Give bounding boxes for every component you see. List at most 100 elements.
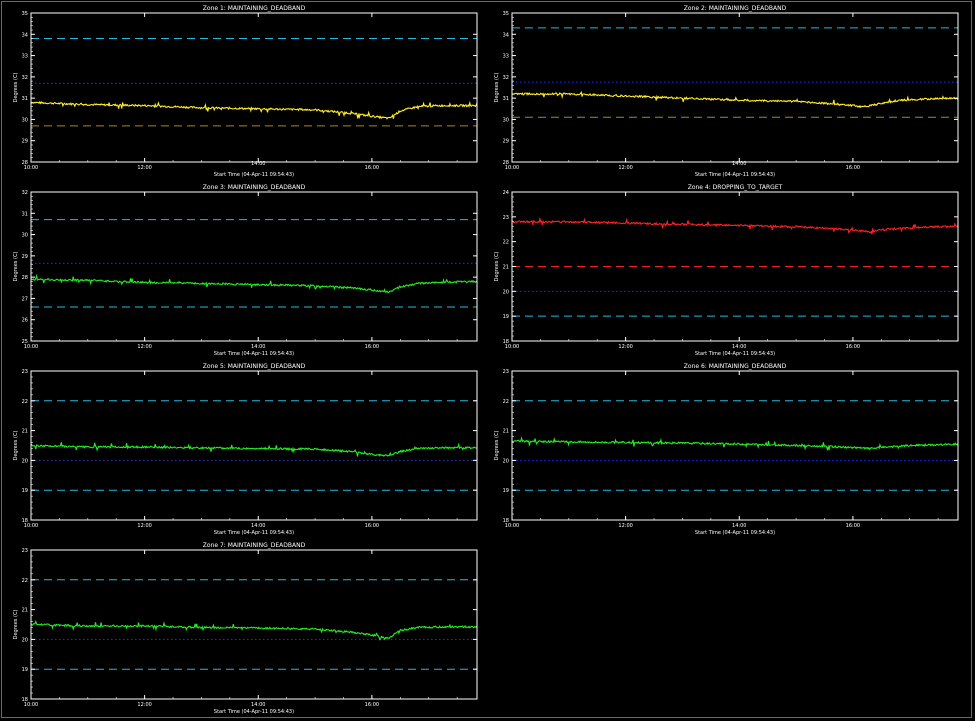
y-tick-label: 18 — [503, 339, 509, 345]
y-tick-label: 21 — [22, 608, 28, 614]
chart-title: Zone 5: MAINTAINING_DEADBAND — [203, 363, 306, 370]
y-tick-label: 22 — [22, 399, 28, 405]
y-tick-label: 25 — [22, 339, 28, 345]
x-tick-label: 14:00 — [251, 523, 265, 529]
series-line-1 — [31, 273, 477, 293]
y-tick-label: 21 — [503, 429, 509, 435]
x-tick-label: 12:00 — [137, 523, 151, 529]
y-tick-label: 29 — [22, 254, 28, 260]
y-tick-label: 31 — [22, 96, 28, 102]
y-tick-label: 35 — [22, 11, 28, 17]
y-tick-label: 23 — [22, 548, 28, 554]
y-tick-label: 27 — [22, 296, 28, 302]
x-tick-label: 10:00 — [505, 523, 519, 529]
axes-frame — [511, 12, 959, 163]
x-axis-title: Start Time (04-Apr-11 09:54:43) — [695, 172, 775, 178]
x-tick-label: 14:00 — [732, 344, 746, 350]
series-line-1 — [512, 217, 958, 235]
y-tick-label: 19 — [22, 667, 28, 673]
x-axis-title: Start Time (04-Apr-11 09:54:43) — [695, 351, 775, 357]
axes-frame — [511, 370, 959, 521]
x-tick-label: 10:00 — [24, 702, 38, 708]
axes-frame — [30, 370, 478, 521]
chart-zone-5: Zone 5: MAINTAINING_DEADBAND 18 19 20 21 22 23… — [13, 363, 478, 536]
chart-title: Zone 3: MAINTAINING_DEADBAND — [203, 184, 306, 191]
y-tick-label: 22 — [503, 399, 509, 405]
x-axis-title: Start Time (04-Apr-11 09:54:43) — [214, 351, 294, 357]
x-tick-label: 10:00 — [24, 344, 38, 350]
x-tick-label: 14:00 — [251, 161, 265, 167]
y-axis-title: Degrees (C) — [13, 73, 19, 103]
x-tick-label: 10:00 — [24, 165, 38, 171]
chart-title: Zone 7: MAINTAINING_DEADBAND — [203, 542, 306, 549]
y-tick-label: 34 — [503, 32, 509, 38]
x-tick-label: 16:00 — [846, 344, 860, 350]
chart-zone-6: Zone 6: MAINTAINING_DEADBAND 18 19 20 21 22 23… — [494, 363, 959, 536]
series-line-1 — [31, 100, 477, 120]
x-tick-label: 14:00 — [251, 702, 265, 708]
x-tick-label: 16:00 — [365, 702, 379, 708]
series-line-1 — [512, 90, 958, 109]
y-tick-label: 33 — [22, 54, 28, 60]
x-tick-label: 14:00 — [732, 523, 746, 529]
axes-frame — [30, 12, 478, 163]
y-tick-label: 18 — [22, 518, 28, 524]
x-tick-label: 16:00 — [365, 344, 379, 350]
y-axis-title: Degrees (C) — [494, 252, 500, 282]
x-tick-label: 16:00 — [846, 165, 860, 171]
x-tick-label: 12:00 — [618, 165, 632, 171]
x-axis-title: Start Time (04-Apr-11 09:54:43) — [695, 530, 775, 536]
y-tick-label: 23 — [22, 369, 28, 375]
x-axis-title: Start Time (04-Apr-11 09:54:43) — [214, 530, 294, 536]
chart-zone-3: Zone 3: MAINTAINING_DEADBAND 25 26 27 28 29 30… — [13, 184, 478, 357]
y-axis-title: Degrees (C) — [13, 431, 19, 461]
x-tick-label: 16:00 — [846, 523, 860, 529]
y-tick-label: 28 — [22, 275, 28, 281]
y-tick-label: 23 — [503, 369, 509, 375]
y-tick-label: 29 — [22, 139, 28, 145]
y-tick-label: 28 — [22, 160, 28, 166]
series-line-1 — [31, 619, 477, 641]
y-tick-label: 30 — [503, 117, 509, 123]
chart-title: Zone 4: DROPPING_TO_TARGET — [688, 184, 783, 191]
y-tick-label: 34 — [22, 32, 28, 38]
x-tick-label: 12:00 — [618, 344, 632, 350]
y-tick-label: 32 — [22, 190, 28, 196]
y-tick-label: 26 — [22, 318, 28, 324]
chart-zone-4: Zone 4: DROPPING_TO_TARGET 18 19 20 21 22 23 24… — [494, 184, 959, 357]
y-tick-label: 21 — [22, 429, 28, 435]
y-tick-label: 19 — [503, 488, 509, 494]
chart-zone-2: Zone 2: MAINTAINING_DEADBAND 28 29 30 31 32 33… — [494, 5, 959, 178]
y-tick-label: 32 — [503, 75, 509, 81]
y-tick-label: 18 — [503, 518, 509, 524]
x-tick-label: 12:00 — [618, 523, 632, 529]
y-axis-title: Degrees (C) — [13, 610, 19, 640]
y-tick-label: 31 — [503, 96, 509, 102]
x-tick-label: 12:00 — [137, 165, 151, 171]
x-tick-label: 10:00 — [505, 165, 519, 171]
y-tick-label: 19 — [503, 314, 509, 320]
y-tick-label: 35 — [503, 11, 509, 17]
chart-title: Zone 2: MAINTAINING_DEADBAND — [684, 5, 787, 12]
x-axis-title: Start Time (04-Apr-11 09:54:43) — [214, 709, 294, 715]
y-tick-label: 19 — [22, 488, 28, 494]
axes-frame — [30, 191, 478, 342]
x-tick-label: 14:00 — [251, 344, 265, 350]
y-tick-label: 24 — [503, 190, 509, 196]
y-tick-label: 31 — [22, 211, 28, 217]
x-tick-label: 16:00 — [365, 523, 379, 529]
x-tick-label: 16:00 — [365, 165, 379, 171]
x-tick-label: 12:00 — [137, 702, 151, 708]
y-tick-label: 23 — [503, 215, 509, 221]
y-axis-title: Degrees (C) — [494, 73, 500, 103]
y-tick-label: 33 — [503, 54, 509, 60]
chart-title: Zone 1: MAINTAINING_DEADBAND — [203, 5, 306, 12]
y-axis-title: Degrees (C) — [494, 431, 500, 461]
y-tick-label: 30 — [22, 117, 28, 123]
y-tick-label: 22 — [503, 240, 509, 246]
axes-frame — [30, 549, 478, 700]
y-tick-label: 22 — [22, 578, 28, 584]
x-tick-label: 12:00 — [137, 344, 151, 350]
